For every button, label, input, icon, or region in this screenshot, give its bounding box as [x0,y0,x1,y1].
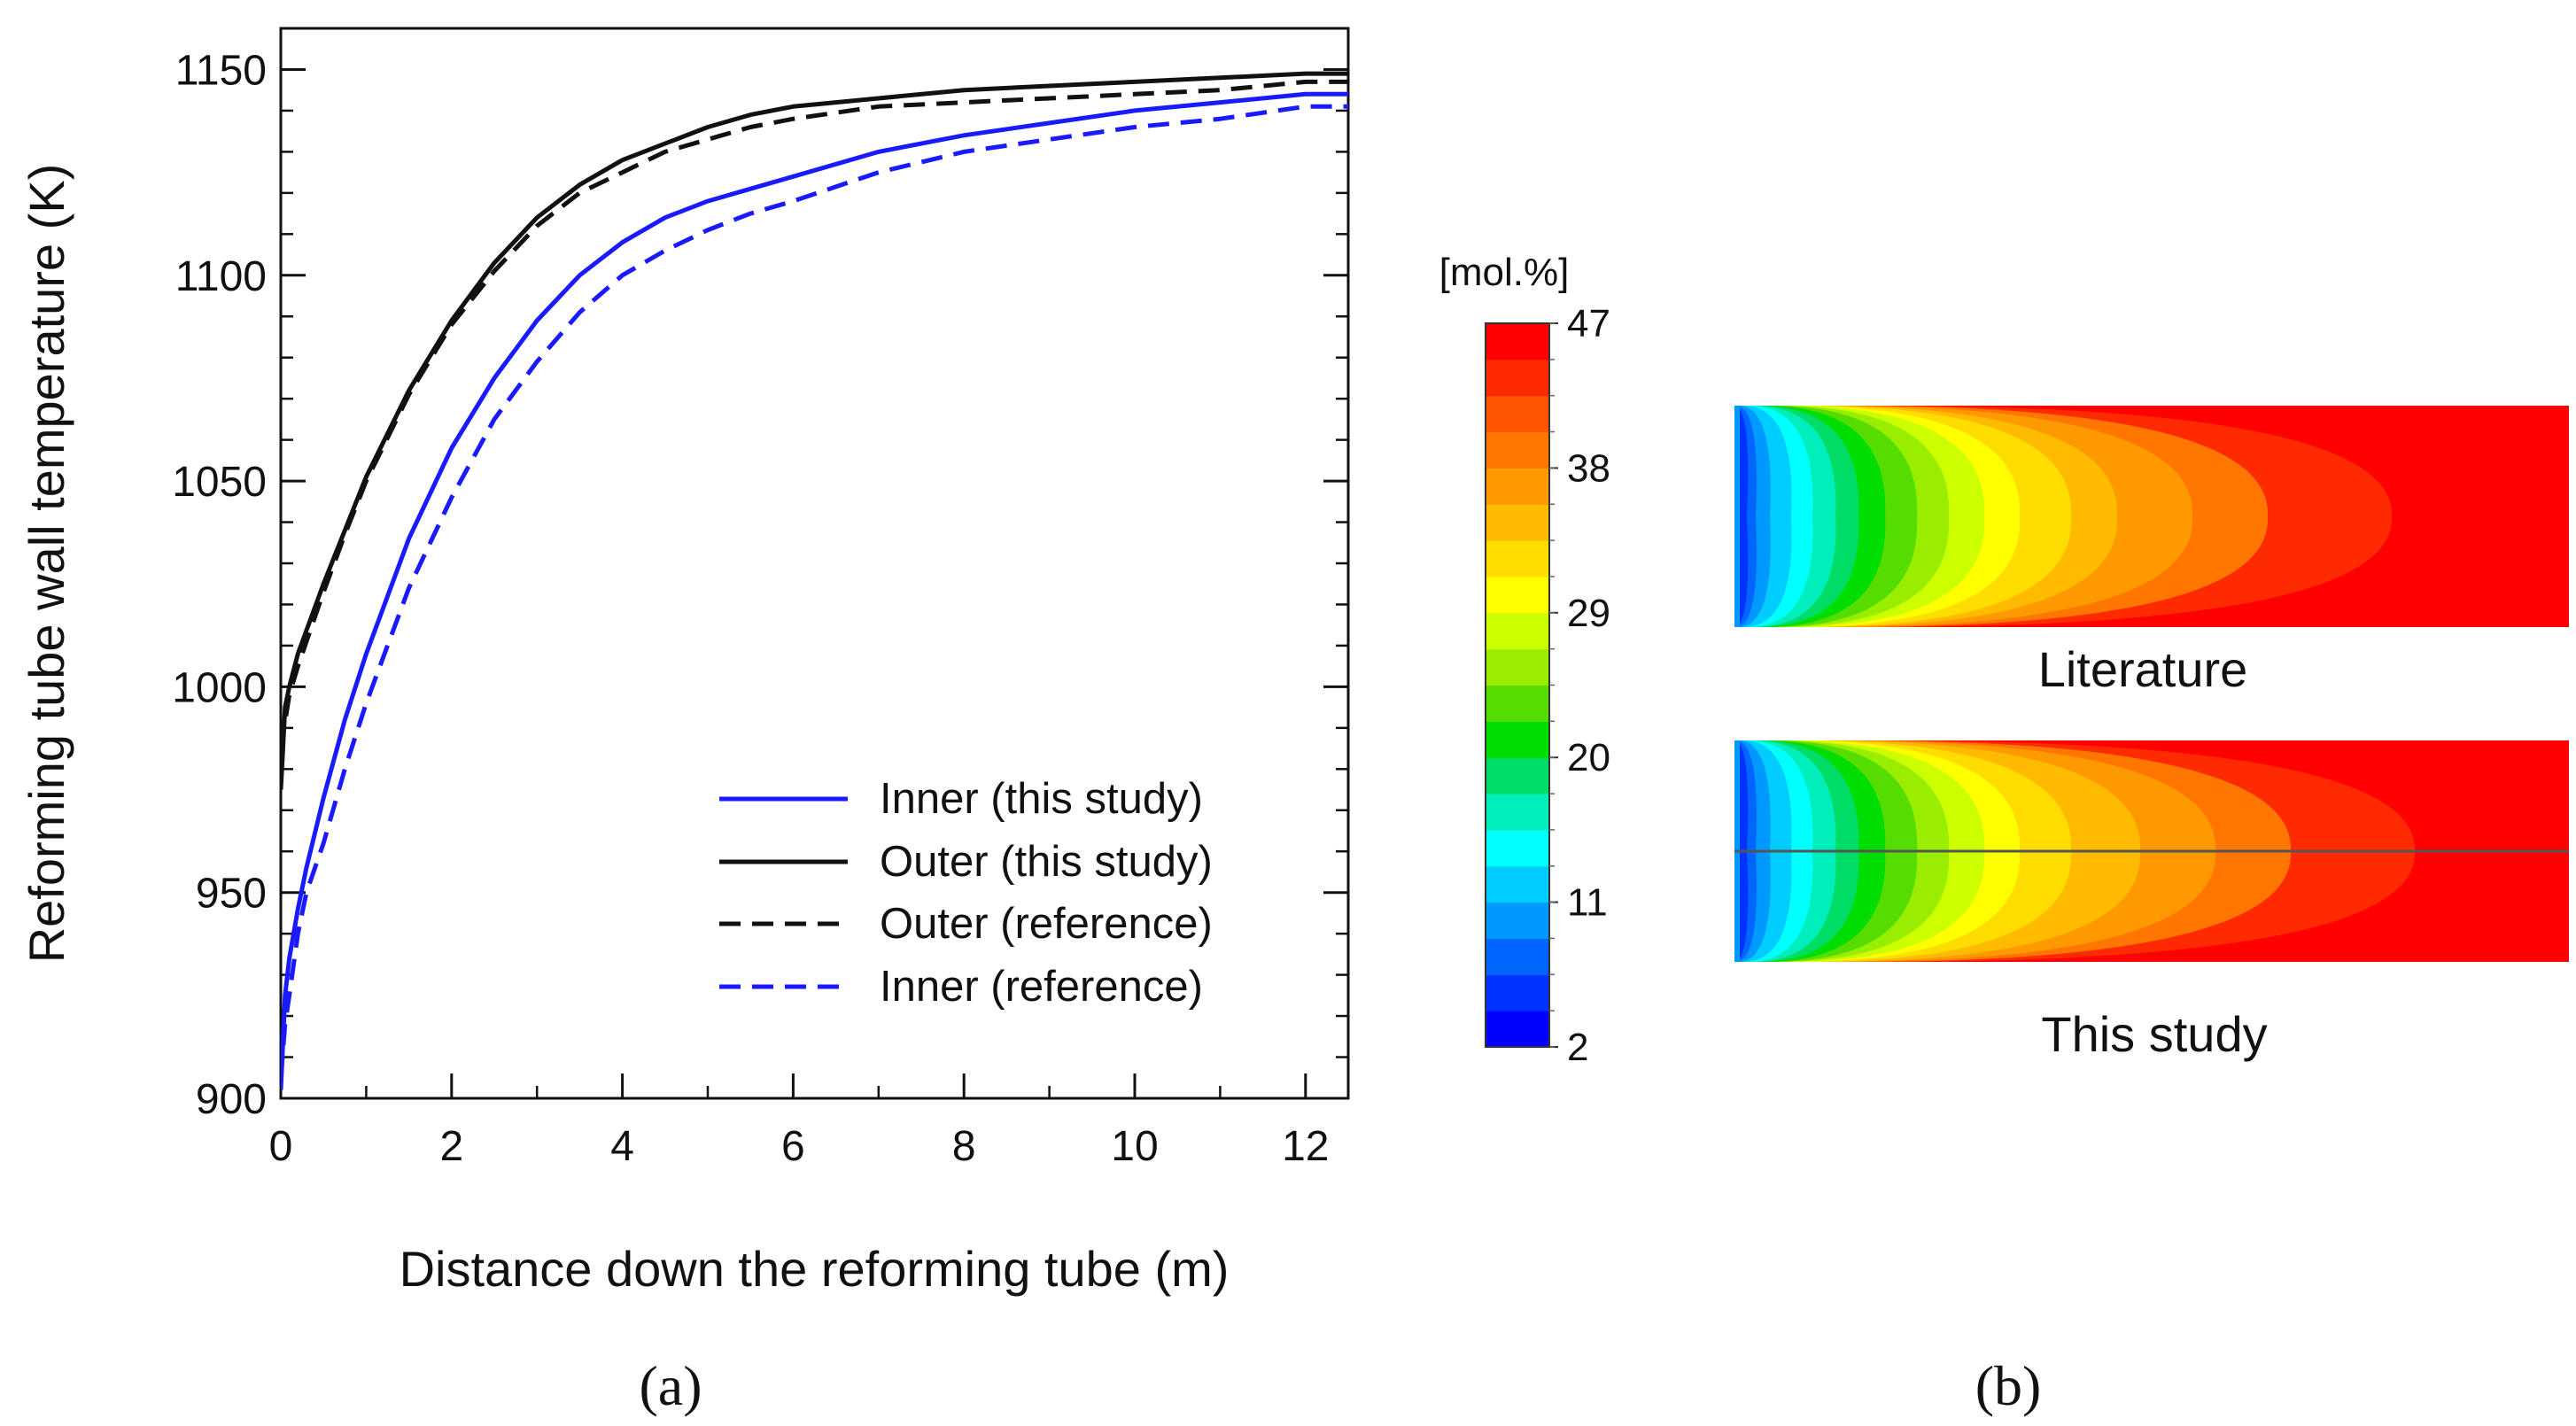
x-tick-label: 12 [1282,1123,1329,1170]
legend-label: Outer (this study) [880,838,1213,886]
colorbar-band [1486,323,1549,360]
contour-map-literature: Literature [1734,406,2569,697]
colorbar-band [1486,468,1549,505]
x-tick-label: 4 [610,1123,634,1170]
colorbar-band [1486,648,1549,686]
series-line-0 [281,91,1348,1090]
contour-panel: [mol.%] 47 38 29 20 11 2 Literature This stud… [1439,251,2569,1417]
y-axis-label: Reforming tube wall temperature (K) [19,164,74,964]
colorbar-band [1486,829,1549,867]
colorbar-band [1486,721,1549,758]
colorbar-band [1486,685,1549,722]
colorbar-band [1486,757,1549,794]
panel-label-a: (a) [639,1354,702,1417]
x-tick-label: 2 [439,1123,463,1170]
x-axis-ticks: 0 2 4 6 8 10 12 [269,1073,1329,1170]
colorbar-tick-label: 20 [1567,736,1610,779]
series-line-2 [281,79,1348,749]
colorbar-band [1486,612,1549,650]
colorbar-band [1486,865,1549,903]
contour-map-this-study: This study [1734,740,2569,1062]
line-chart-panel: 900 950 1000 1050 1100 1150 0 2 4 6 8 10 12 Reformi… [19,27,1350,1417]
series-layer [281,71,1348,1090]
legend-label: Inner (reference) [880,963,1203,1011]
colorbar-band [1486,431,1549,469]
contour-map-caption: This study [2041,1006,2267,1062]
colorbar-band [1486,794,1549,831]
y-tick-label: 1100 [175,253,267,300]
x-tick-label: 6 [781,1123,805,1170]
colorbar-band [1486,359,1549,397]
colorbar [1486,323,1549,1048]
series-line-3 [281,104,1348,1078]
y-tick-label: 1150 [175,47,267,94]
colorbar-band [1486,1011,1549,1048]
x-tick-label: 8 [952,1123,976,1170]
colorbar-tick-label: 29 [1567,592,1610,635]
colorbar-band [1486,576,1549,614]
colorbar-tick-label: 38 [1567,446,1610,490]
colorbar-tick-label: 11 [1567,881,1608,925]
panel-label-b: (b) [1975,1354,2042,1417]
colorbar-band [1486,395,1549,433]
colorbar-band [1486,540,1549,577]
legend-label: Outer (reference) [880,900,1213,948]
y-tick-label: 1050 [172,459,267,506]
x-axis-label: Distance down the reforming tube (m) [400,1241,1230,1297]
series-line-1 [281,71,1348,790]
colorbar-unit-label: [mol.%] [1439,251,1570,294]
colorbar-band [1486,504,1549,541]
y-tick-label: 950 [196,871,267,918]
contour-inlet-edge [1734,406,1740,627]
colorbar-tick-label: 47 [1567,302,1610,345]
colorbar-ticks: 47 38 29 20 11 2 [1549,302,1610,1069]
y-tick-label: 1000 [172,664,267,711]
x-tick-label: 10 [1111,1123,1158,1170]
colorbar-band [1486,902,1549,940]
colorbar-tick-label: 2 [1567,1026,1588,1069]
colorbar-band [1486,938,1549,975]
y-axis-ticks: 900 950 1000 1050 1100 1150 [172,47,1348,1123]
x-tick-label: 0 [269,1123,293,1170]
legend: Inner (this study) Outer (this study) Ou… [719,775,1213,1011]
legend-label: Inner (this study) [880,775,1203,823]
contour-map-caption: Literature [2038,641,2248,697]
y-tick-label: 900 [196,1076,267,1123]
colorbar-band [1486,974,1549,1011]
